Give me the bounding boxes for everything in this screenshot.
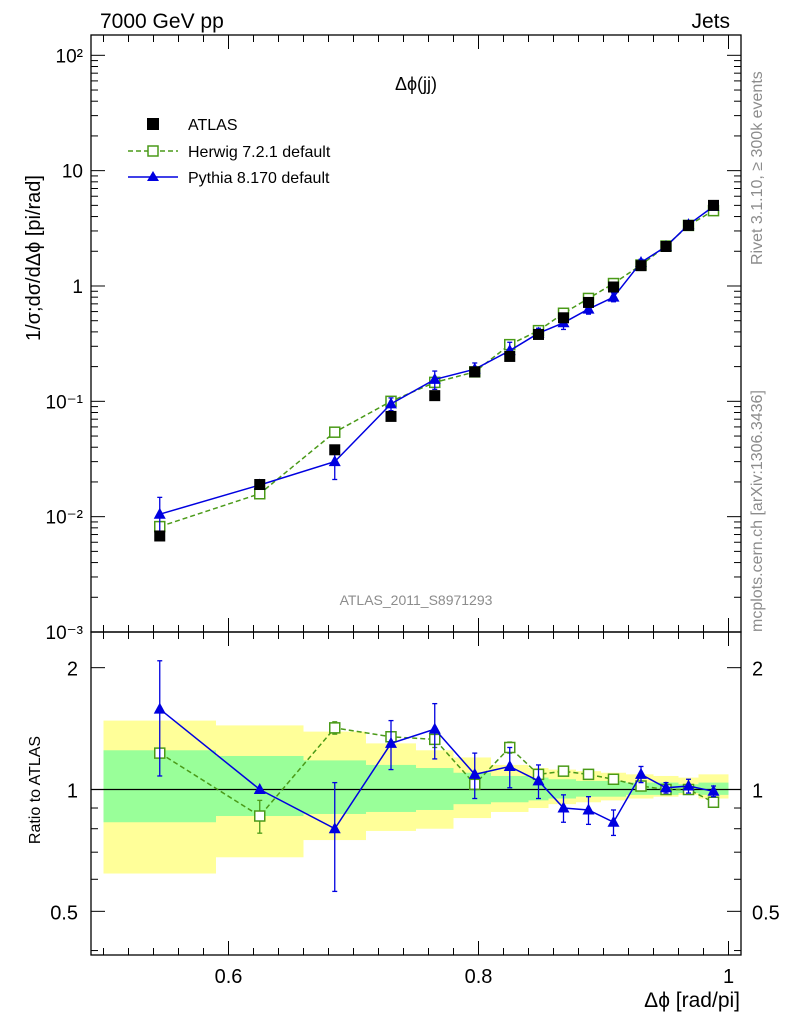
ratio-data-point bbox=[428, 722, 441, 734]
ratio-y-tick-label-right: 1 bbox=[752, 780, 763, 802]
ratio-data-point bbox=[582, 768, 595, 781]
x-tick-label: 0.6 bbox=[215, 966, 243, 988]
main-data-point bbox=[385, 397, 397, 409]
ratio-data-point bbox=[557, 801, 570, 813]
uncertainty-band-inner bbox=[366, 764, 416, 812]
main-data-point bbox=[708, 199, 719, 211]
main-data-point bbox=[582, 302, 595, 314]
header-right: Jets bbox=[691, 10, 730, 33]
ratio-y-tick-label: 0.5 bbox=[50, 902, 78, 924]
y-tick-label: 10⁻² bbox=[46, 508, 84, 529]
y-tick-label: 10⁻¹ bbox=[46, 392, 84, 413]
main-series-line bbox=[159, 209, 714, 528]
main-data-point bbox=[254, 487, 266, 500]
main-data-point bbox=[558, 312, 569, 324]
ratio-data-point bbox=[254, 810, 266, 822]
ratio-data-point bbox=[660, 781, 672, 793]
ratio-data-point bbox=[532, 774, 545, 786]
main-data-point bbox=[583, 296, 594, 308]
y-tick-label: 10 bbox=[62, 162, 83, 183]
side-text-top: Rivet 3.1.10, ≥ 300k events bbox=[749, 71, 766, 265]
ratio-y-tick-label-right: 0.5 bbox=[752, 902, 780, 924]
main-data-point bbox=[329, 426, 341, 438]
ratio-data-point bbox=[468, 767, 481, 779]
uncertainty-band-inner bbox=[576, 780, 601, 797]
ratio-data-point bbox=[328, 822, 341, 834]
main-data-point bbox=[533, 328, 544, 340]
main-panel: Δϕ(jj) ATLAS_2011_S8971293 ATLAS Herwig 7… bbox=[23, 34, 742, 644]
ratio-xlabel: Δϕ [rad/pi] bbox=[644, 989, 740, 1012]
x-tick-label: 0.8 bbox=[465, 966, 493, 988]
main-data-point bbox=[385, 410, 397, 422]
main-data-point bbox=[469, 366, 481, 378]
ratio-y-tick-label-right: 2 bbox=[752, 659, 763, 681]
ratio-data-point bbox=[635, 767, 647, 779]
main-data-point bbox=[329, 444, 341, 456]
ratio-y-tick-label: 2 bbox=[67, 659, 78, 681]
ratio-data-point bbox=[385, 736, 397, 748]
main-data-point bbox=[607, 290, 620, 302]
ratio-y-tick-label: 1 bbox=[67, 780, 78, 802]
ratio-data-point bbox=[153, 702, 166, 714]
y-tick-label: 10² bbox=[56, 46, 83, 67]
ratio-data-point bbox=[582, 803, 595, 815]
ratio-data-point bbox=[329, 722, 341, 734]
ratio-data-point bbox=[503, 759, 516, 771]
main-data-point bbox=[683, 219, 694, 231]
main-ylabel: 1/σ;dσ/dΔϕ [pi/rad] bbox=[23, 175, 45, 341]
main-title: Δϕ(jj) bbox=[395, 74, 437, 94]
main-data-point bbox=[504, 350, 516, 362]
main-data-point bbox=[608, 281, 619, 293]
legend: ATLAS Herwig 7.2.1 default Pythia 8.170 de… bbox=[128, 117, 331, 187]
main-data-point bbox=[153, 507, 166, 519]
ratio-data-point bbox=[707, 784, 720, 796]
main-data-point bbox=[660, 240, 672, 252]
main-data-point bbox=[429, 390, 441, 402]
ratio-panel: 0.5 0.5 1 1 2 2 0.6 0.8 1 Ratio to ATLAS Δϕ [rad… bbox=[27, 631, 780, 1012]
main-data-point bbox=[254, 479, 266, 491]
ratio-data-point bbox=[557, 765, 570, 777]
legend-label: Pythia 8.170 default bbox=[188, 170, 330, 187]
y-tick-label: 1 bbox=[72, 277, 83, 298]
legend-label: Herwig 7.2.1 default bbox=[188, 144, 331, 161]
ratio-ylabel: Ratio to ATLAS bbox=[27, 736, 44, 844]
uncertainty-band-inner bbox=[601, 780, 626, 797]
legend-marker bbox=[147, 171, 159, 181]
header-left: 7000 GeV pp bbox=[100, 10, 224, 33]
y-tick-label: 10⁻³ bbox=[46, 623, 84, 644]
main-data-point bbox=[635, 260, 647, 272]
legend-marker bbox=[147, 118, 159, 130]
legend-marker bbox=[147, 145, 159, 157]
side-text-bottom: mcplots.cern.ch [arXiv:1306.3436] bbox=[749, 390, 766, 632]
main-data-point bbox=[154, 530, 166, 542]
ratio-frame bbox=[90, 631, 742, 956]
ratio-data-point bbox=[682, 779, 695, 791]
legend-label: ATLAS bbox=[188, 117, 238, 134]
ratio-data-point bbox=[607, 815, 620, 827]
x-tick-label: 1 bbox=[723, 966, 734, 988]
main-data-point bbox=[328, 455, 341, 467]
ratio-data-point bbox=[707, 796, 720, 809]
main-series-line bbox=[159, 205, 714, 515]
ratio-data-point bbox=[607, 773, 620, 786]
watermark: ATLAS_2011_S8971293 bbox=[340, 592, 493, 608]
ratio-data-point bbox=[253, 782, 266, 794]
main-data-point bbox=[428, 372, 441, 384]
